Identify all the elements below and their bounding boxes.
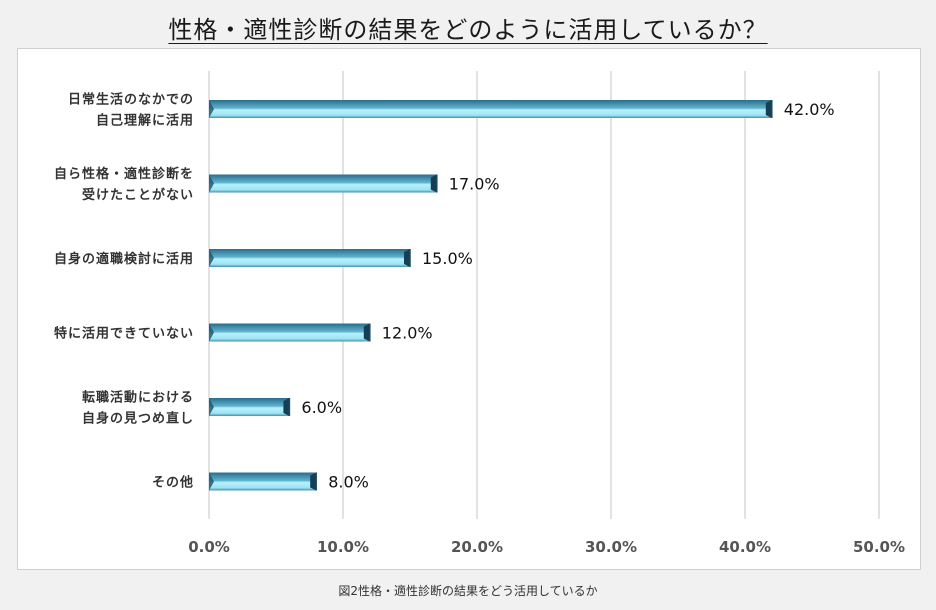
- x-tick-label: 30.0%: [585, 538, 637, 556]
- bar-chart: 0.0% 10.0% 20.0% 30.0% 40.0% 50.0% 42.0% 日常生活のな…: [54, 71, 905, 556]
- value-label: 42.0%: [784, 100, 835, 119]
- category-label: 特に活用できていない: [54, 326, 194, 342]
- value-label: 12.0%: [382, 324, 433, 343]
- chart-title: 性格・適性診断の結果をどのように活用しているか？: [168, 16, 768, 44]
- value-label: 15.0%: [422, 249, 473, 268]
- bar: [209, 100, 773, 118]
- chart-panel: 0.0% 10.0% 20.0% 30.0% 40.0% 50.0% 42.0% 日常生活のな…: [17, 48, 921, 570]
- figure-caption: 図2性格・適性診断の結果をどう活用しているか: [338, 584, 598, 598]
- value-label: 17.0%: [449, 175, 500, 194]
- category-label: 自ら性格・適性診断を: [54, 166, 194, 182]
- bar: [209, 174, 438, 193]
- bar: [209, 398, 291, 416]
- bar: [209, 249, 411, 267]
- x-tick-label: 10.0%: [317, 538, 369, 556]
- x-tick-label: 20.0%: [451, 538, 503, 556]
- category-label: その他: [152, 475, 194, 491]
- category-label: 受けたことがない: [82, 187, 194, 203]
- category-label: 日常生活のなかでの: [68, 92, 194, 108]
- category-label: 自己理解に活用: [96, 113, 194, 129]
- x-tick-label: 50.0%: [853, 538, 905, 556]
- category-label: 自身の適職検討に活用: [54, 251, 194, 267]
- x-tick-label: 40.0%: [719, 538, 771, 556]
- category-label: 転職活動における: [82, 390, 194, 406]
- bar: [209, 472, 317, 491]
- category-label: 自身の見つめ直し: [82, 411, 194, 427]
- bar: [209, 323, 371, 342]
- value-label: 6.0%: [301, 398, 342, 417]
- x-tick-label: 0.0%: [188, 538, 230, 556]
- value-label: 8.0%: [328, 473, 369, 492]
